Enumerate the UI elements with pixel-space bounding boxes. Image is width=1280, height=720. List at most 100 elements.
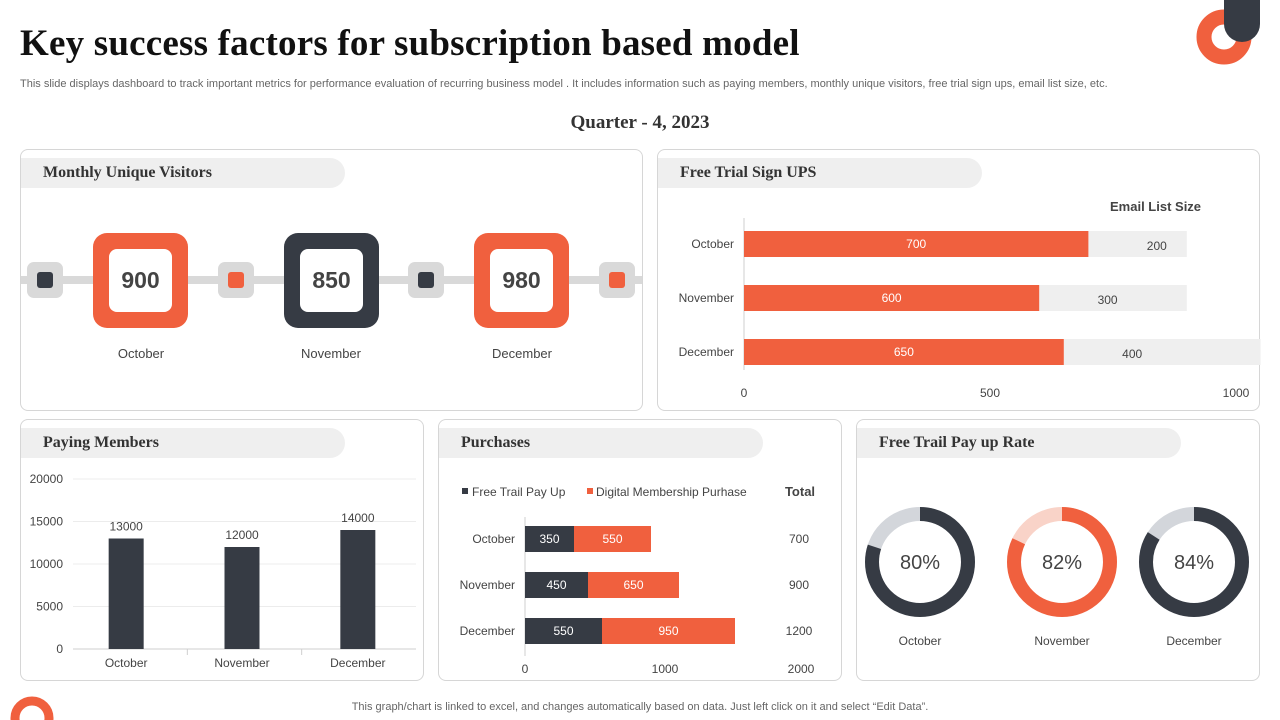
donut-value-arc xyxy=(865,507,975,617)
donut-month-label: October xyxy=(899,634,942,648)
purchases-panel: Purchases Free Trail Pay Up Digital Membe… xyxy=(438,419,842,681)
page-title: Key success factors for subscription bas… xyxy=(20,23,800,64)
timeline-node xyxy=(218,262,254,298)
donut-month-label: December xyxy=(1166,634,1221,648)
paying-y-tick: 20000 xyxy=(30,472,64,486)
visitors-month-label: December xyxy=(492,346,552,361)
paying-category-label: November xyxy=(214,656,269,670)
paying-bar xyxy=(340,530,376,649)
signup-bar xyxy=(744,231,1089,257)
digital-membership-bar xyxy=(602,618,735,644)
signups-x-tick: 500 xyxy=(980,386,1000,400)
donut-month-label: November xyxy=(1034,634,1089,648)
paying-category-label: October xyxy=(105,656,148,670)
free-trail-bar xyxy=(525,526,574,552)
digital-value-label: 650 xyxy=(623,578,643,592)
paying-category-label: December xyxy=(330,656,385,670)
purchases-x-tick: 2000 xyxy=(788,662,815,676)
free-trail-value-label: 450 xyxy=(546,578,566,592)
visitors-tile-november: 850 xyxy=(284,233,379,328)
purchases-category-label: December xyxy=(460,624,515,638)
paying-chart: 0 5000 10000 15000 20000 13000 October 12000 Nov… xyxy=(30,472,416,670)
purchases-category-label: October xyxy=(472,532,515,546)
timeline-node xyxy=(599,262,635,298)
paying-value-label: 12000 xyxy=(225,528,259,542)
purchases-x-tick: 0 xyxy=(522,662,529,676)
signups-category-label: October xyxy=(691,237,734,251)
email-list-value-label: 300 xyxy=(1098,293,1118,307)
visitors-value: 900 xyxy=(109,249,172,312)
email-list-value-label: 200 xyxy=(1147,239,1167,253)
visitors-value: 850 xyxy=(300,249,363,312)
free-trail-value-label: 350 xyxy=(539,532,559,546)
legend-swatch-digital xyxy=(587,488,593,494)
page-subtitle: This slide displays dashboard to track i… xyxy=(20,78,1108,90)
decorative-ring-top-right xyxy=(1196,0,1260,65)
footer-note: This graph/chart is linked to excel, and… xyxy=(351,701,929,713)
visitors-value: 980 xyxy=(490,249,553,312)
purchases-total-value: 700 xyxy=(789,532,809,546)
signup-bar xyxy=(744,285,1040,311)
payup-panel: Free Trail Pay up Rate 80% October 82% Nove… xyxy=(856,419,1260,681)
paying-y-tick: 5000 xyxy=(36,600,63,614)
timeline-node xyxy=(408,262,444,298)
visitors-month-label: November xyxy=(301,346,361,361)
signups-panel-title: Free Trial Sign UPS xyxy=(658,158,982,188)
quarter-heading: Quarter - 4, 2023 xyxy=(570,112,710,133)
free-trail-bar xyxy=(525,618,602,644)
visitors-panel: Monthly Unique Visitors 900 850 980 Octo… xyxy=(20,149,643,411)
signup-value-label: 600 xyxy=(882,291,902,305)
total-header: Total xyxy=(785,484,815,499)
signups-chart: Email List Size October 700 200 November 600 3… xyxy=(679,199,1261,400)
purchases-total-value: 900 xyxy=(789,578,809,592)
signups-x-tick: 0 xyxy=(741,386,748,400)
signups-x-tick: 1000 xyxy=(1223,386,1250,400)
email-list-value-label: 400 xyxy=(1122,347,1142,361)
email-list-size-label: Email List Size xyxy=(1110,199,1201,214)
digital-value-label: 950 xyxy=(658,624,678,638)
email-list-bar xyxy=(1088,231,1187,257)
legend-label-digital: Digital Membership Purhase xyxy=(596,485,747,499)
email-list-bar xyxy=(1063,339,1261,365)
donut-percent-label: 84% xyxy=(1174,552,1214,574)
visitors-tile-december: 980 xyxy=(474,233,569,328)
digital-value-label: 550 xyxy=(602,532,622,546)
email-list-bar xyxy=(1039,285,1187,311)
free-trail-value-label: 550 xyxy=(553,624,573,638)
purchases-x-tick: 1000 xyxy=(652,662,679,676)
donut-value-arc xyxy=(1007,507,1117,617)
paying-panel-title: Paying Members xyxy=(21,428,345,458)
paying-bar xyxy=(224,547,260,649)
purchases-chart: Free Trail Pay Up Digital Membership Purh… xyxy=(460,484,815,676)
payup-panel-title: Free Trail Pay up Rate xyxy=(857,428,1181,458)
paying-y-tick: 10000 xyxy=(30,557,64,571)
signup-bar xyxy=(744,339,1064,365)
payup-chart: 80% October 82% November 84% December xyxy=(865,507,1249,648)
signups-category-label: December xyxy=(679,345,734,359)
donut-percent-label: 80% xyxy=(900,552,940,574)
paying-y-tick: 15000 xyxy=(30,515,64,529)
paying-value-label: 13000 xyxy=(109,520,143,534)
signup-value-label: 700 xyxy=(906,237,926,251)
timeline-node xyxy=(27,262,63,298)
legend-swatch-free-trail xyxy=(462,488,468,494)
free-trail-bar xyxy=(525,572,588,598)
signups-panel: Free Trial Sign UPS Email List Size Octob… xyxy=(657,149,1261,411)
paying-y-tick: 0 xyxy=(56,642,63,656)
purchases-category-label: November xyxy=(460,578,515,592)
legend-label-free-trail: Free Trail Pay Up xyxy=(472,485,566,499)
signup-value-label: 650 xyxy=(894,345,914,359)
paying-value-label: 14000 xyxy=(341,511,375,525)
purchases-total-value: 1200 xyxy=(786,624,813,638)
visitors-tile-october: 900 xyxy=(93,233,188,328)
paying-panel: Paying Members 0 5000 10000 15000 20000 13000… xyxy=(20,419,424,681)
signups-category-label: November xyxy=(679,291,734,305)
donut-value-arc xyxy=(1139,507,1249,617)
visitors-panel-title: Monthly Unique Visitors xyxy=(21,158,345,188)
donut-percent-label: 82% xyxy=(1042,552,1082,574)
digital-membership-bar xyxy=(574,526,651,552)
purchases-panel-title: Purchases xyxy=(439,428,763,458)
visitors-month-label: October xyxy=(117,346,165,361)
digital-membership-bar xyxy=(588,572,679,598)
decorative-ring-bottom-left xyxy=(10,696,54,720)
